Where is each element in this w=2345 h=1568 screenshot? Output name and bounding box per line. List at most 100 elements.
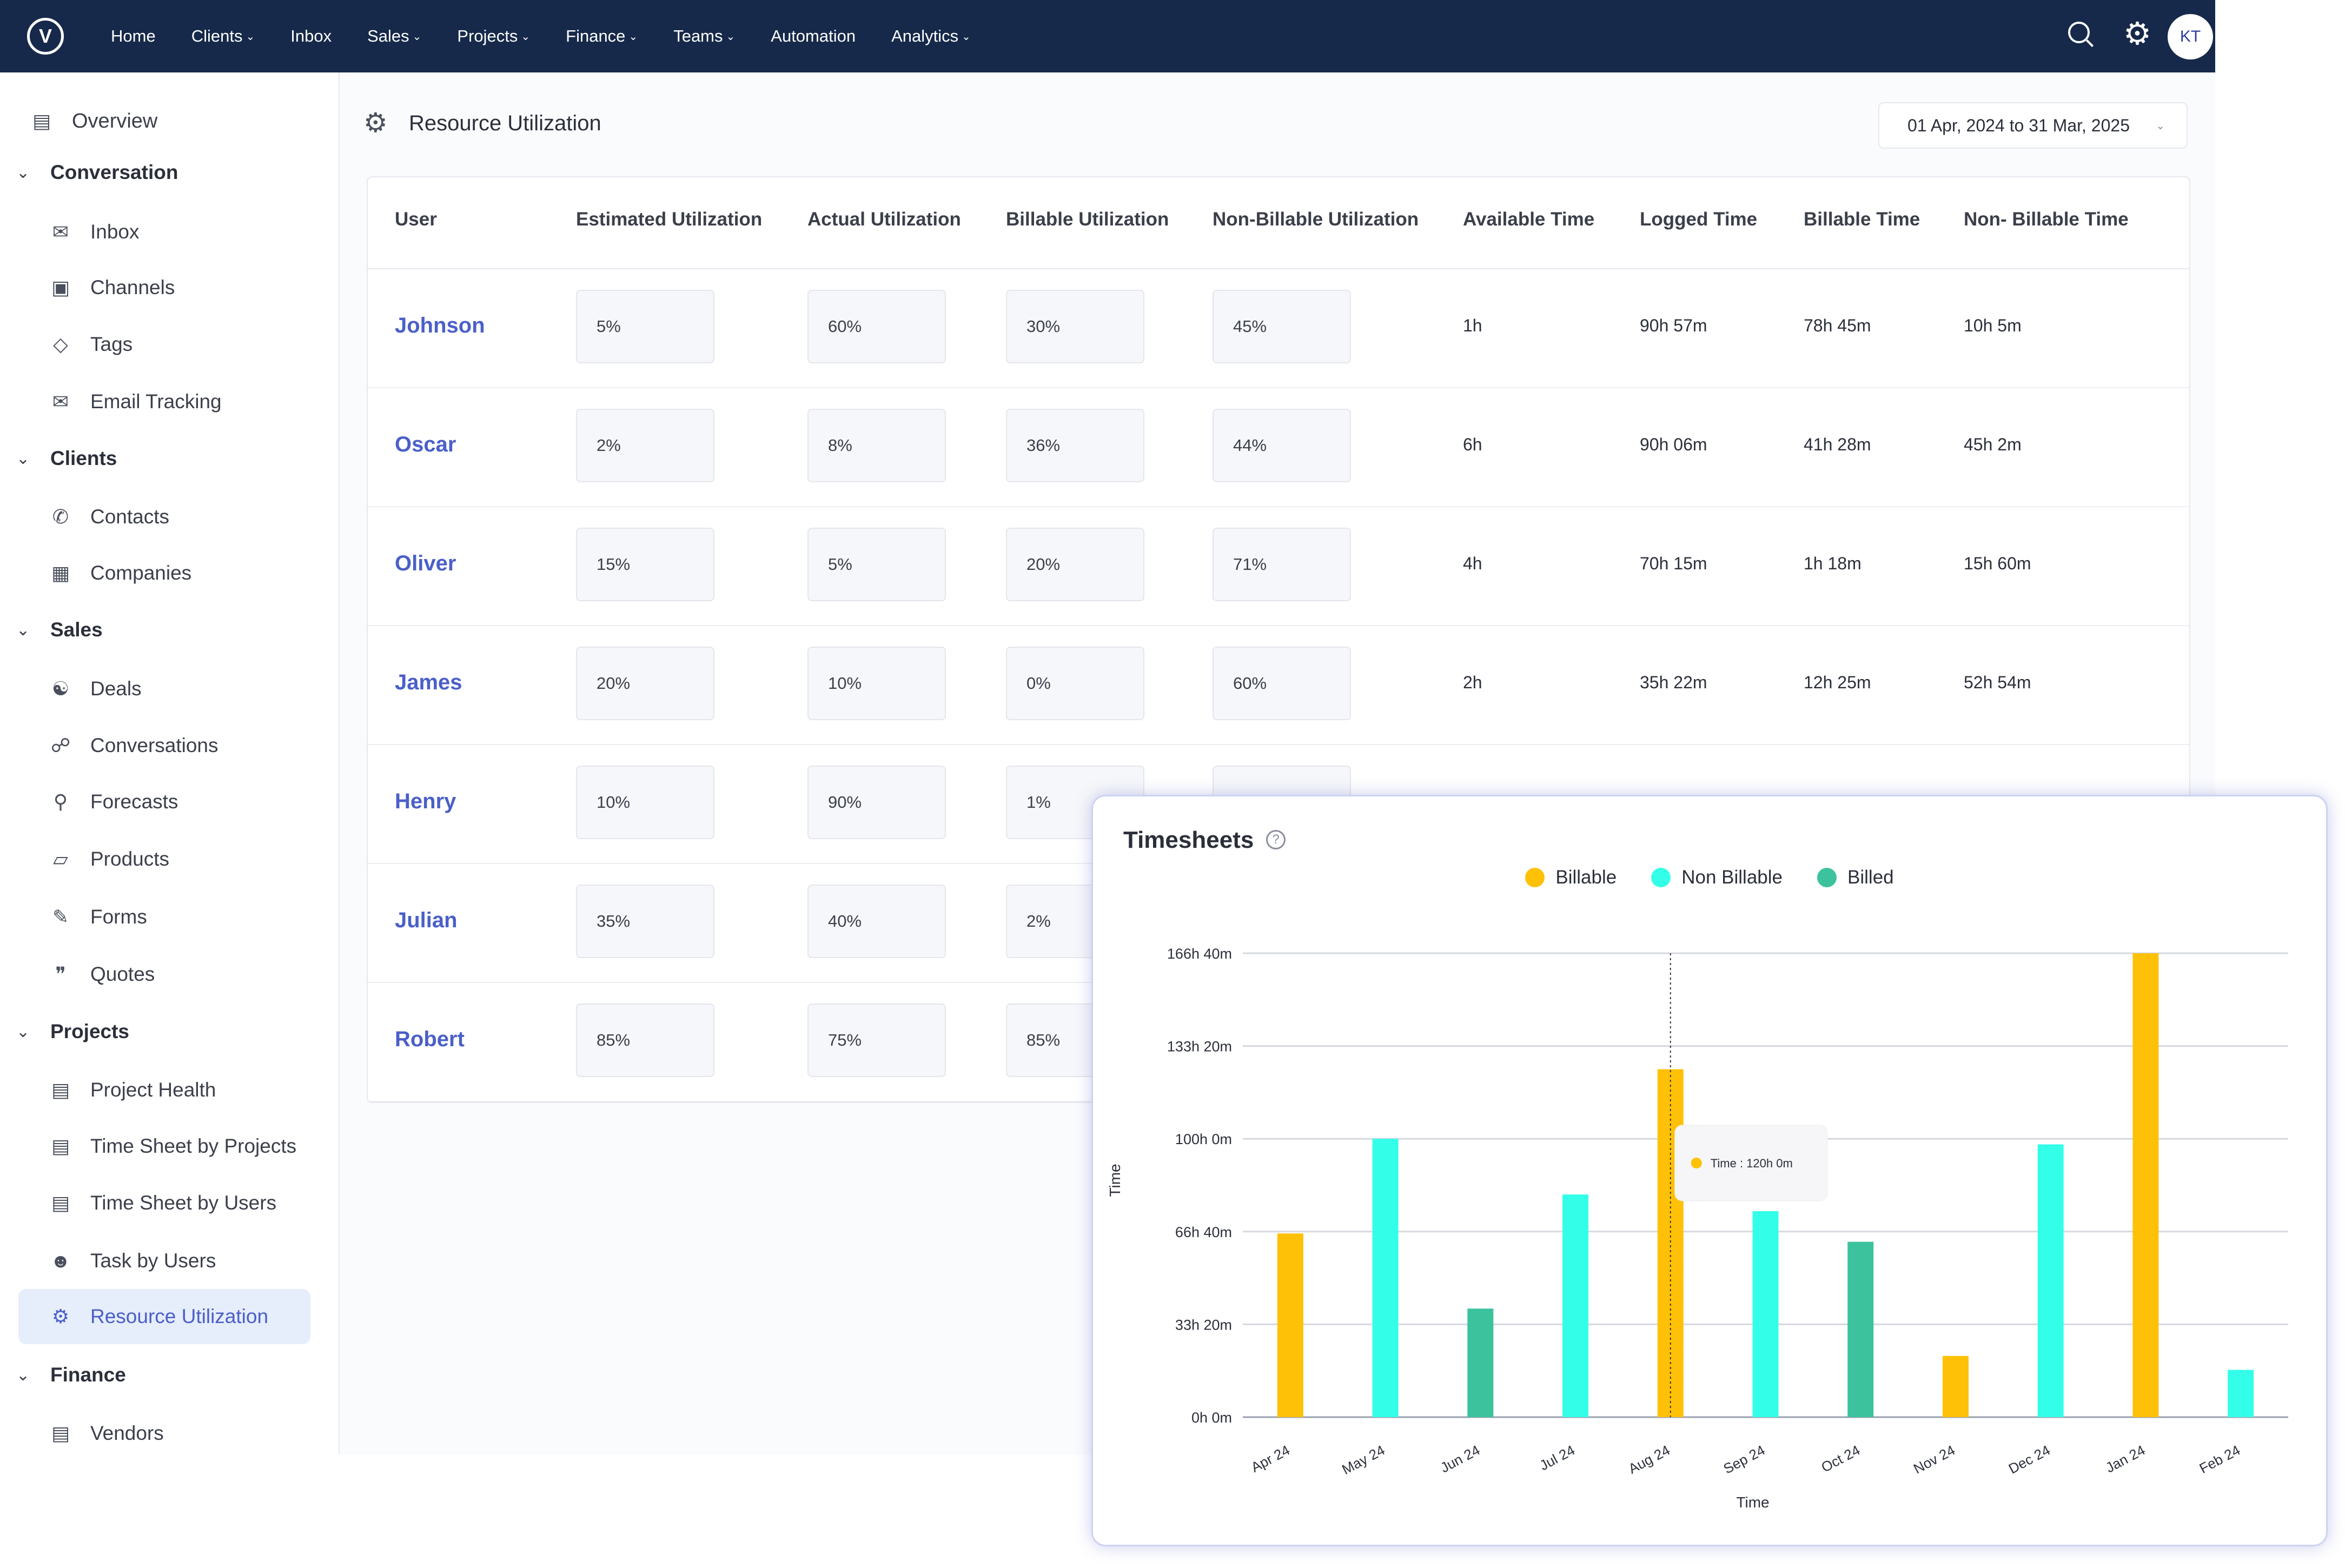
chart-bar[interactable] — [1277, 1233, 1303, 1417]
user-link[interactable]: Julian — [395, 908, 458, 932]
estimated-utilization-input[interactable]: 35% — [576, 885, 714, 958]
sidebar-item-forecasts[interactable]: ⚲ Forecasts — [0, 780, 339, 823]
sidebar-item-channels[interactable]: ▣ Channels — [0, 266, 339, 309]
column-header[interactable]: Actual Utilization — [807, 209, 961, 230]
sidebar-item-overview[interactable]: ▤ Overview — [0, 99, 339, 143]
chart-bar[interactable] — [1657, 1069, 1684, 1417]
column-header[interactable]: Logged Time — [1640, 209, 1758, 230]
chart-bar[interactable] — [2228, 1370, 2254, 1417]
non-billable-utilization-input[interactable]: 45% — [1213, 290, 1351, 363]
sidebar-item-vendors[interactable]: ▤ Vendors — [0, 1412, 339, 1455]
sidebar-item-products[interactable]: ▱ Products — [0, 838, 339, 881]
chart-bar[interactable] — [1372, 1139, 1399, 1417]
column-header[interactable]: Non- Billable Time — [1964, 209, 2129, 230]
nav-projects-label: Projects — [457, 26, 518, 45]
non-billable-utilization-input[interactable]: 44% — [1213, 409, 1351, 482]
chart-bar[interactable] — [2037, 1144, 2064, 1417]
estimated-utilization-input[interactable]: 5% — [576, 290, 714, 363]
sidebar-section-projects[interactable]: ⌄ Projects — [0, 1010, 339, 1053]
user-link[interactable]: Oscar — [395, 433, 456, 456]
legend-dot — [1525, 868, 1545, 887]
column-header[interactable]: Billable Utilization — [1006, 209, 1169, 230]
nav-clients[interactable]: Clients ⌄ — [191, 26, 255, 46]
search-icon[interactable] — [2068, 22, 2090, 43]
sidebar-item-project-health[interactable]: ▤ Project Health — [0, 1068, 339, 1112]
billable-utilization-input[interactable]: 30% — [1006, 290, 1144, 363]
sidebar-item-time-sheet-users[interactable]: ▤ Time Sheet by Users — [0, 1181, 339, 1225]
sidebar-section-conversation[interactable]: ⌄ Conversation — [0, 151, 339, 194]
user-link[interactable]: Johnson — [395, 314, 485, 337]
user-link[interactable]: Henry — [395, 789, 456, 813]
billable-utilization-input[interactable]: 20% — [1006, 528, 1144, 601]
help-icon[interactable]: ? — [1266, 830, 1286, 849]
nav-inbox[interactable]: Inbox — [290, 26, 332, 46]
legend-item-non-billable[interactable]: Non Billable — [1651, 867, 1783, 888]
actual-utilization-input[interactable]: 40% — [807, 885, 946, 958]
chart-bar[interactable] — [1562, 1194, 1589, 1417]
logged-time: 35h 22m — [1640, 673, 1707, 692]
sidebar-item-label: Tags — [90, 333, 133, 355]
chart-bar[interactable] — [1467, 1308, 1494, 1417]
nav-projects[interactable]: Projects ⌄ — [457, 26, 530, 46]
avatar[interactable]: KT — [2168, 14, 2213, 59]
non-billable-utilization-input[interactable]: 71% — [1213, 528, 1351, 601]
column-header[interactable]: Non-Billable Utilization — [1213, 209, 1419, 230]
gear-icon[interactable]: ⚙ — [2123, 16, 2151, 51]
sidebar-section-sales[interactable]: ⌄ Sales — [0, 608, 339, 652]
legend-item-billed[interactable]: Billed — [1817, 867, 1894, 888]
x-axis-ticks: Apr 24 May 24 Jun 24 Jul 24 Aug 24 Sep 24 Oct … — [1248, 1442, 2243, 1478]
chart-bar[interactable] — [1942, 1356, 1969, 1417]
chart-bar[interactable] — [1847, 1241, 1874, 1417]
estimated-utilization-input[interactable]: 15% — [576, 528, 714, 601]
column-header[interactable]: User — [395, 209, 437, 230]
nav-teams[interactable]: Teams ⌄ — [673, 26, 735, 46]
billable-utilization-input[interactable]: 36% — [1006, 409, 1144, 482]
nav-analytics[interactable]: Analytics ⌄ — [891, 26, 971, 46]
column-header[interactable]: Billable Time — [1804, 209, 1920, 230]
billable-utilization-input[interactable]: 0% — [1006, 647, 1144, 720]
sidebar-item-inbox[interactable]: ✉ Inbox — [0, 210, 339, 254]
estimated-utilization-input[interactable]: 85% — [576, 1004, 714, 1077]
table-row: Oscar 2% 8% 36% 44% 6h 90h 06m 41h 28m 4… — [368, 387, 2189, 507]
sidebar-item-label: Email Tracking — [90, 390, 222, 413]
user-link[interactable]: James — [395, 670, 462, 694]
sidebar-section-clients[interactable]: ⌄ Clients — [0, 437, 339, 480]
actual-utilization-input[interactable]: 5% — [807, 528, 946, 601]
sidebar-section-finance[interactable]: ⌄ Finance — [0, 1353, 339, 1397]
sidebar-item-tags[interactable]: ◇ Tags — [0, 323, 339, 366]
actual-utilization-input[interactable]: 10% — [807, 647, 946, 720]
estimated-utilization-input[interactable]: 10% — [576, 766, 714, 839]
app-logo[interactable]: V — [27, 18, 64, 55]
estimated-utilization-input[interactable]: 20% — [576, 647, 714, 720]
sidebar-item-forms[interactable]: ✎ Forms — [0, 895, 339, 939]
phone-icon: ✆ — [52, 506, 69, 528]
nav-home[interactable]: Home — [111, 26, 156, 46]
date-range-picker[interactable]: 01 Apr, 2024 to 31 Mar, 2025 ⌄ — [1878, 102, 2188, 149]
user-link[interactable]: Oliver — [395, 552, 456, 575]
column-header[interactable]: Available Time — [1463, 209, 1595, 230]
non-billable-utilization-input[interactable]: 60% — [1213, 647, 1351, 720]
estimated-utilization-input[interactable]: 2% — [576, 409, 714, 482]
sidebar-item-quotes[interactable]: ❞ Quotes — [0, 953, 339, 996]
chevron-down-icon: ⌄ — [16, 1366, 30, 1384]
sidebar-item-time-sheet-projects[interactable]: ▤ Time Sheet by Projects — [0, 1125, 339, 1168]
nav-finance[interactable]: Finance ⌄ — [566, 26, 638, 46]
actual-utilization-input[interactable]: 75% — [807, 1004, 946, 1077]
chart-bar[interactable] — [2132, 953, 2159, 1417]
actual-utilization-input[interactable]: 90% — [807, 766, 946, 839]
sidebar-item-conversations[interactable]: ☍ Conversations — [0, 724, 339, 767]
sidebar-item-task-by-users[interactable]: ☻ Task by Users — [0, 1239, 339, 1283]
sidebar-item-deals[interactable]: ☯ Deals — [0, 667, 339, 710]
sidebar-item-companies[interactable]: ▦ Companies — [0, 552, 339, 595]
sidebar-item-contacts[interactable]: ✆ Contacts — [0, 495, 339, 539]
sidebar-item-resource-utilization[interactable]: ⚙ Resource Utilization — [18, 1289, 310, 1344]
actual-utilization-input[interactable]: 60% — [807, 290, 946, 363]
nav-automation[interactable]: Automation — [771, 26, 856, 46]
user-link[interactable]: Robert — [395, 1027, 465, 1051]
nav-sales[interactable]: Sales ⌄ — [367, 26, 421, 46]
column-header[interactable]: Estimated Utilization — [576, 209, 763, 230]
chart-bar[interactable] — [1752, 1211, 1779, 1417]
sidebar-item-email-tracking[interactable]: ✉ Email Tracking — [0, 380, 339, 423]
legend-item-billable[interactable]: Billable — [1525, 867, 1617, 888]
actual-utilization-input[interactable]: 8% — [807, 409, 946, 482]
